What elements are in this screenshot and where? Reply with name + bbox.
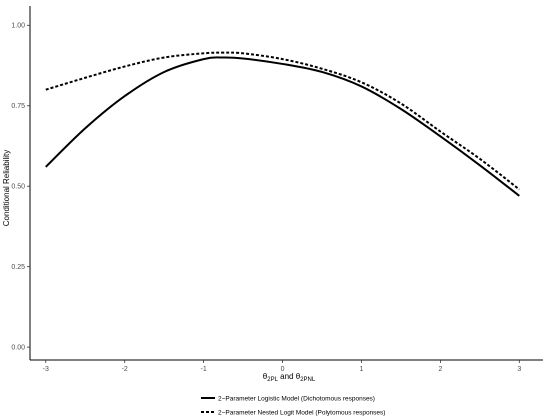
x-axis-title: θ2PL and θ2PNL — [263, 372, 316, 383]
series-layer — [45, 51, 520, 197]
x-tick-label: 2 — [438, 366, 442, 373]
x-tick-label: -1 — [201, 366, 207, 373]
series-line-2pnl — [45, 51, 520, 191]
legend-label-2pnl: 2−Parameter Nested Logit Model (Polytomo… — [218, 410, 385, 417]
y-tick-label: 1.00 — [11, 23, 25, 30]
x-tick-label: -3 — [43, 366, 49, 373]
x-tick-label: 3 — [517, 366, 521, 373]
y-tick-label: 0.00 — [11, 345, 25, 352]
x-title-theta-1: θ — [263, 372, 268, 381]
x-title-sub-2: 2PNL — [300, 377, 316, 383]
x-tick-label: -2 — [122, 366, 128, 373]
x-tick-label: 0 — [281, 366, 285, 373]
x-title-theta-2: θ — [296, 372, 301, 381]
y-ticks: 0.00 0.25 0.50 0.75 1.00 — [11, 23, 30, 352]
y-tick-label: 0.25 — [11, 264, 25, 271]
x-title-and: and — [278, 372, 296, 381]
series-line-2pl — [45, 56, 520, 197]
y-tick-label: 0.50 — [11, 184, 25, 191]
axes: 0.00 0.25 0.50 0.75 1.00 -3 -2 -1 0 1 2 3 — [11, 6, 543, 373]
x-ticks: -3 -2 -1 0 1 2 3 — [43, 360, 521, 373]
y-axis-title: Conditional Reliability — [2, 150, 11, 226]
legend: 2−Parameter Logistic Model (Dichotomous … — [201, 396, 385, 417]
y-tick-label: 0.75 — [11, 103, 25, 110]
x-title-sub-1: 2PL — [267, 377, 278, 383]
x-tick-label: 1 — [360, 366, 364, 373]
legend-label-2pl: 2−Parameter Logistic Model (Dichotomous … — [218, 396, 375, 403]
